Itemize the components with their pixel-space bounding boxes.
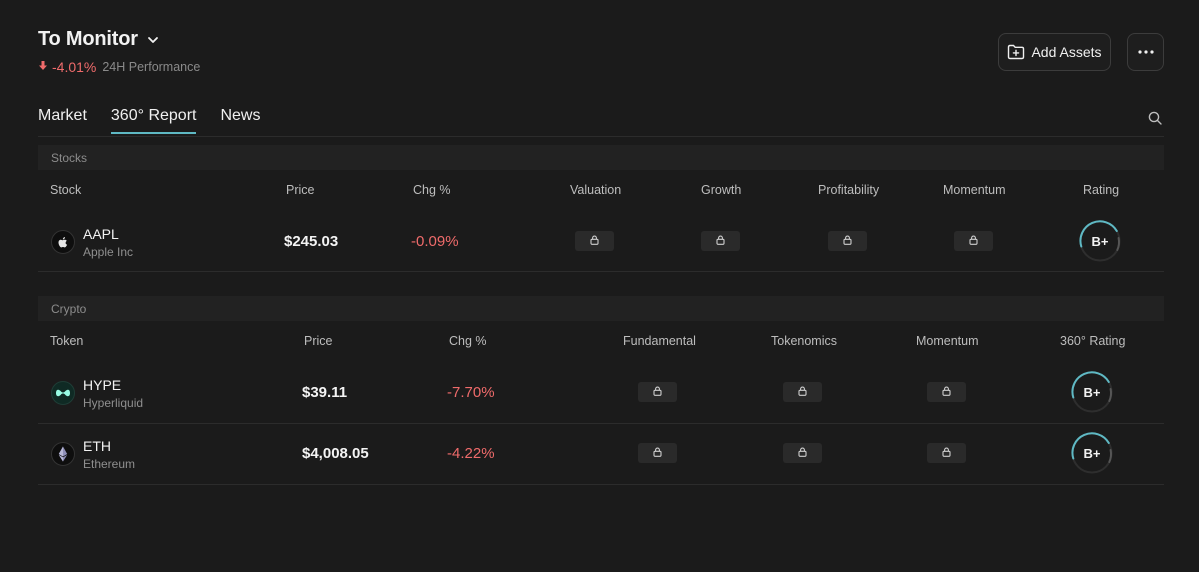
locked-profitability[interactable] [828, 231, 867, 251]
locked-growth[interactable] [701, 231, 740, 251]
row-divider [38, 271, 1164, 272]
lock-icon [798, 383, 807, 401]
more-options-button[interactable] [1127, 33, 1164, 71]
asset-name: Apple Inc [83, 245, 134, 259]
folder-plus-icon [1007, 44, 1025, 60]
lock-icon [653, 383, 662, 401]
asset-symbol: HYPE [83, 377, 122, 393]
lock-icon [798, 444, 807, 462]
asset-change: -7.70% [447, 384, 495, 401]
stocks-section-label: Stocks [51, 150, 88, 165]
asset-price: $4,008.05 [302, 445, 369, 462]
watchlist-header: To Monitor -4.01% 24H Performance [38, 28, 200, 75]
search-icon[interactable] [1148, 111, 1162, 125]
stocks-col-valuation: Valuation [570, 183, 622, 197]
stocks-col-growth: Growth [701, 183, 742, 197]
arrow-down-icon [38, 60, 48, 74]
asset-name: Hyperliquid [83, 396, 144, 410]
ethereum-icon [51, 442, 75, 466]
locked-tokenomics[interactable] [783, 382, 822, 402]
performance-label: 24H Performance [102, 60, 201, 74]
more-horizontal-icon [1137, 50, 1154, 54]
tabs-divider [38, 136, 1164, 137]
crypto-col-tokenomics: Tokenomics [771, 334, 837, 348]
apple-icon [51, 230, 75, 254]
locked-fundamental[interactable] [638, 382, 677, 402]
crypto-col-token: Token [50, 334, 84, 348]
performance-value: -4.01% [52, 59, 97, 75]
lock-icon [969, 232, 978, 250]
rating-value: B+ [1083, 384, 1101, 400]
stocks-section-header: Stocks [38, 145, 1164, 170]
stocks-col-momentum: Momentum [943, 183, 1006, 197]
locked-tokenomics[interactable] [783, 443, 822, 463]
crypto-col-360-rating: 360° Rating [1060, 334, 1126, 348]
asset-change: -0.09% [411, 233, 459, 250]
asset-change: -4.22% [447, 445, 495, 462]
stocks-col-price: Price [286, 183, 315, 197]
row-divider [38, 484, 1164, 485]
lock-icon [843, 232, 852, 250]
locked-momentum[interactable] [927, 443, 966, 463]
asset-name: Ethereum [83, 457, 136, 471]
lock-icon [942, 444, 951, 462]
row-divider [38, 423, 1164, 424]
stocks-col-stock: Stock [50, 183, 82, 197]
watchlist-selector[interactable]: To Monitor [38, 28, 200, 51]
rating-gauge[interactable]: B+ [1078, 219, 1122, 263]
stocks-col-rating: Rating [1083, 183, 1120, 197]
rating-value: B+ [1083, 445, 1101, 461]
tab-market[interactable]: Market [38, 107, 87, 124]
tab-bar: Market 360° Report News [38, 107, 260, 134]
stocks-col-profitability: Profitability [818, 183, 880, 197]
rating-gauge[interactable]: B+ [1070, 370, 1114, 414]
performance-summary: -4.01% 24H Performance [38, 59, 200, 75]
watchlist-title: To Monitor [38, 28, 138, 50]
crypto-col-chg: Chg % [449, 334, 487, 348]
tab-360-report[interactable]: 360° Report [110, 107, 196, 134]
asset-price: $245.03 [284, 233, 339, 250]
crypto-col-momentum: Momentum [916, 334, 979, 348]
locked-momentum[interactable] [954, 231, 993, 251]
chevron-down-icon [146, 33, 160, 47]
asset-symbol: ETH [83, 438, 111, 454]
locked-momentum[interactable] [927, 382, 966, 402]
rating-value: B+ [1091, 233, 1109, 249]
tab-news[interactable]: News [220, 107, 261, 124]
locked-fundamental[interactable] [638, 443, 677, 463]
stocks-col-chg: Chg % [413, 183, 451, 197]
crypto-section-label: Crypto [51, 301, 87, 316]
lock-icon [942, 383, 951, 401]
rating-gauge[interactable]: B+ [1070, 431, 1114, 475]
lock-icon [590, 232, 599, 250]
lock-icon [653, 444, 662, 462]
locked-valuation[interactable] [575, 231, 614, 251]
crypto-col-price: Price [304, 334, 333, 348]
crypto-section-header: Crypto [38, 296, 1164, 321]
crypto-col-fundamental: Fundamental [623, 334, 696, 348]
asset-price: $39.11 [302, 384, 348, 401]
asset-symbol: AAPL [83, 226, 119, 242]
hyperliquid-icon [51, 381, 75, 405]
add-assets-button[interactable]: Add Assets [998, 33, 1111, 71]
lock-icon [716, 232, 725, 250]
add-assets-label: Add Assets [1031, 44, 1102, 60]
